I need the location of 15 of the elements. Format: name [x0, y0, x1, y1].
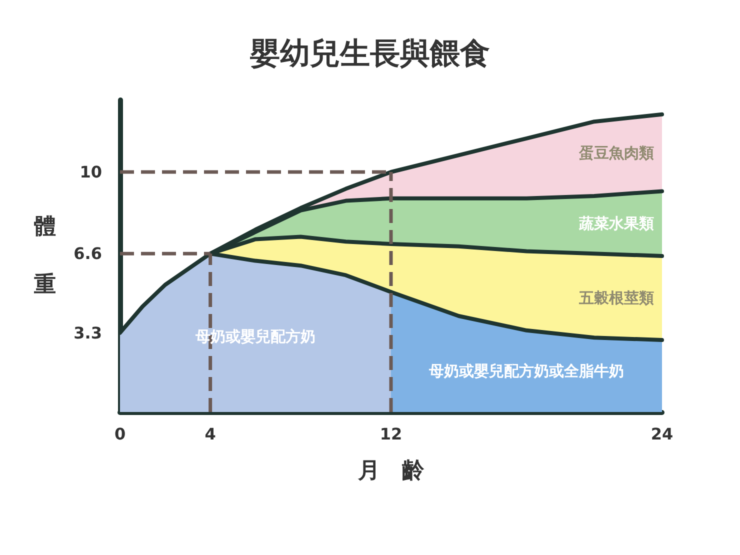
x-tick-label: 4 [204, 424, 216, 444]
series-label: 母奶或嬰兒配方奶 [194, 327, 316, 346]
chart-title: 嬰幼兒生長與餵食 [249, 36, 490, 72]
text: 體重 [34, 214, 56, 298]
series-label: 五穀根莖類 [578, 289, 654, 307]
series-label: 母奶或嬰兒配方奶或全脂牛奶 [428, 362, 624, 380]
series-label: 蛋豆魚肉類 [578, 144, 654, 162]
x-axis-title: 月 齡 [357, 458, 425, 484]
y-tick-label: 10 [80, 162, 102, 182]
series-label: 蔬菜水果類 [578, 214, 654, 233]
y-tick-label: 6.6 [74, 244, 102, 264]
x-tick-label: 12 [380, 424, 402, 444]
y-tick-label: 3.3 [74, 323, 102, 342]
x-tick-label: 24 [650, 424, 674, 444]
x-tick-label: 0 [114, 424, 126, 444]
